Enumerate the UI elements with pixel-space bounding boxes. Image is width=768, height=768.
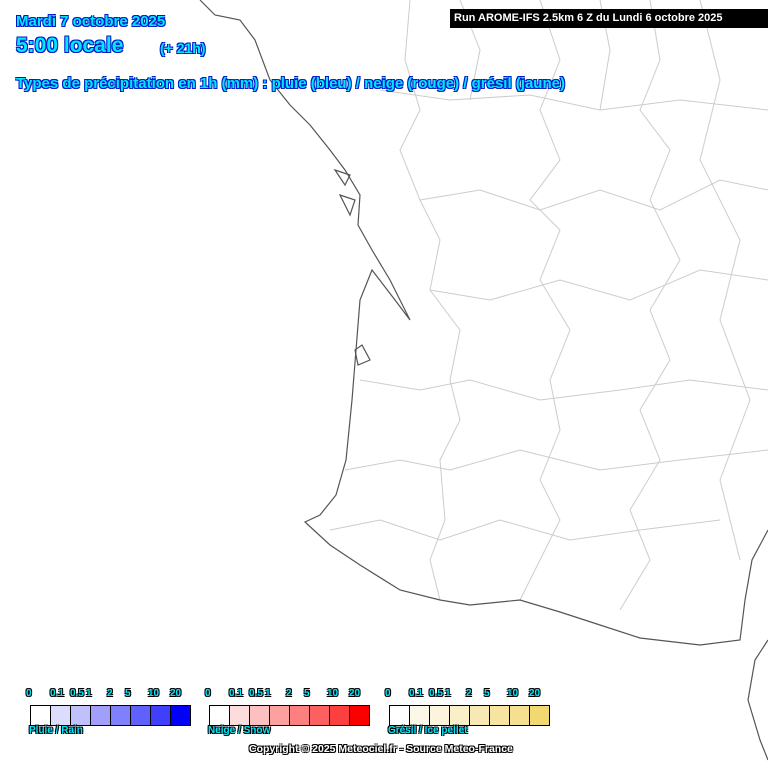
legend-ticks: 0 0.1 0.5 1 2 5 10 20	[205, 688, 385, 702]
legend-swatch	[210, 706, 230, 725]
legend-tick: 0.1	[50, 688, 64, 699]
legend-ticks: 0 0.1 0.5 1 2 5 10 20	[26, 688, 206, 702]
legend-tick: 20	[170, 688, 182, 699]
copyright: Copyright © 2025 Meteociel.fr - Source M…	[249, 743, 513, 755]
legend-color-bar	[209, 705, 370, 726]
legend-swatch	[91, 706, 111, 725]
legend-swatch	[270, 706, 290, 725]
legend-swatch	[31, 706, 51, 725]
map-subtitle: Types de précipitation en 1h (mm) : plui…	[16, 75, 565, 92]
legend-swatch	[71, 706, 91, 725]
legend-tick: 0	[26, 688, 32, 699]
legend-tick: 10	[507, 688, 519, 699]
legend-tick: 0.5	[249, 688, 263, 699]
legend-swatch	[350, 706, 369, 725]
legend-swatch	[131, 706, 151, 725]
legend-tick: 0.1	[409, 688, 423, 699]
legend-swatch	[171, 706, 190, 725]
legend-color-bar	[389, 705, 550, 726]
legend-tick: 5	[304, 688, 310, 699]
model-run-label: Run AROME-IFS 2.5km 6 Z du Lundi 6 octob…	[450, 9, 768, 28]
legend-tick: 1	[265, 688, 271, 699]
legend-tick: 0.1	[229, 688, 243, 699]
legend-swatch	[470, 706, 490, 725]
legend-label: Pluie / Rain	[29, 725, 83, 736]
legend-ticks: 0 0.1 0.5 1 2 5 10 20	[385, 688, 565, 702]
legend-tick: 0	[385, 688, 391, 699]
coastline	[199, 0, 768, 761]
legend-tick: 10	[327, 688, 339, 699]
legend-tick: 5	[125, 688, 131, 699]
legend-swatch	[530, 706, 549, 725]
legend-swatch	[490, 706, 510, 725]
legend-tick: 1	[445, 688, 451, 699]
legend-color-bar	[30, 705, 191, 726]
legend-swatch	[330, 706, 350, 725]
legend-swatch	[430, 706, 450, 725]
legend-tick: 0.5	[70, 688, 84, 699]
forecast-date: Mardi 7 octobre 2025	[16, 13, 166, 30]
legend-tick: 1	[86, 688, 92, 699]
legend-tick: 2	[466, 688, 472, 699]
legend-swatch	[310, 706, 330, 725]
forecast-hour: 5:00 locale	[16, 34, 124, 57]
legend-swatch	[230, 706, 250, 725]
legend-swatch	[450, 706, 470, 725]
legend-tick: 0.5	[429, 688, 443, 699]
legend-snow: 0 0.1 0.5 1 2 5 10 20 Neige / Snow	[205, 688, 385, 740]
legend-tick: 10	[148, 688, 160, 699]
legend-swatch	[510, 706, 530, 725]
legend-tick: 2	[107, 688, 113, 699]
legend-swatch	[151, 706, 171, 725]
forecast-offset: (+ 21h)	[160, 40, 206, 56]
legend-swatch	[390, 706, 410, 725]
legend-swatch	[111, 706, 131, 725]
legend-rain: 0 0.1 0.5 1 2 5 10 20 Pluie / Rain	[26, 688, 206, 740]
legend-label: Neige / Snow	[208, 725, 271, 736]
legend-ice-pellet: 0 0.1 0.5 1 2 5 10 20 Grésil / Ice pellet	[385, 688, 565, 740]
legend-tick: 20	[529, 688, 541, 699]
legend-swatch	[51, 706, 71, 725]
legend-tick: 0	[205, 688, 211, 699]
legend-swatch	[290, 706, 310, 725]
legend-label: Grésil / Ice pellet	[388, 725, 468, 736]
legend-tick: 20	[349, 688, 361, 699]
legend-swatch	[410, 706, 430, 725]
legend-swatch	[250, 706, 270, 725]
legend-tick: 2	[286, 688, 292, 699]
legend-tick: 5	[484, 688, 490, 699]
